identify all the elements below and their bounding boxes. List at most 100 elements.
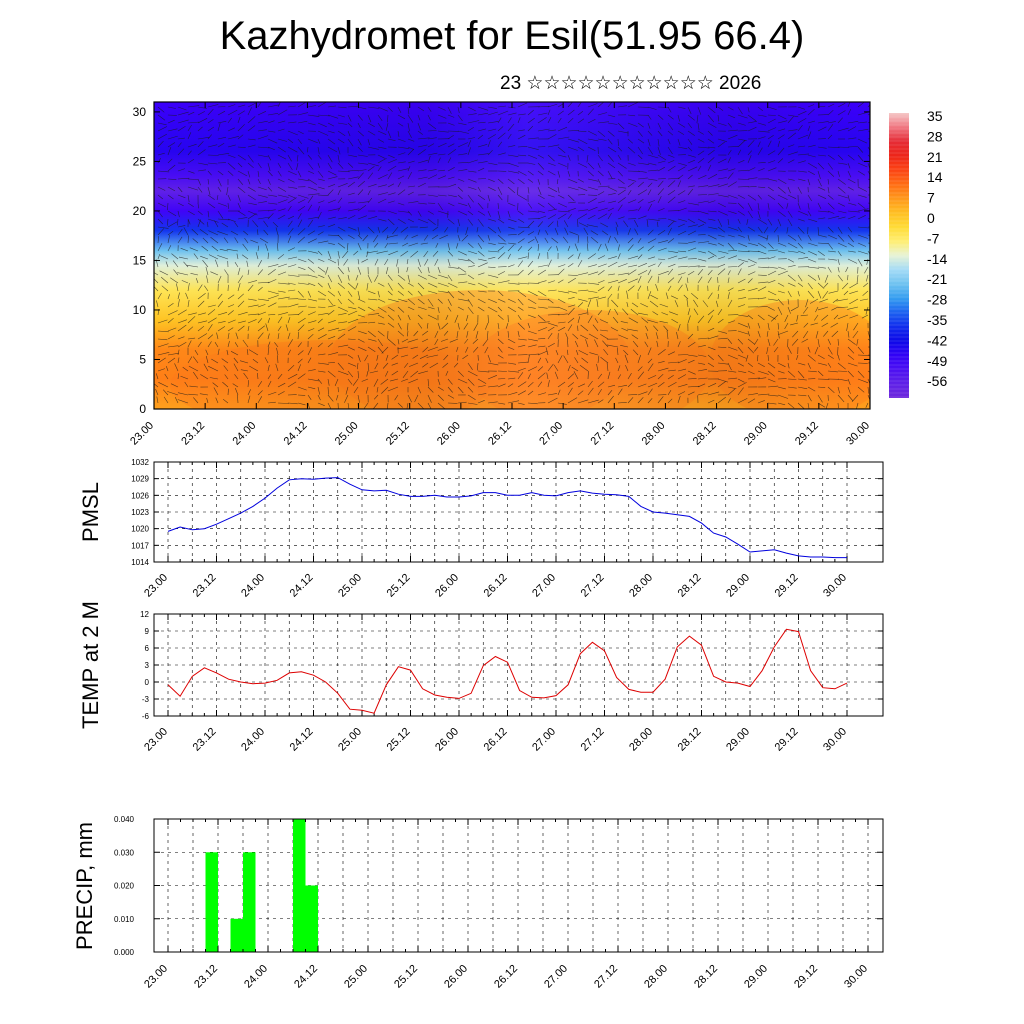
wind-arrow [217, 300, 224, 308]
wind-arrow [327, 320, 336, 324]
wind-arrow [757, 136, 766, 140]
wind-arrow [787, 386, 797, 389]
wind-arrow [367, 290, 376, 295]
wind-arrow [207, 317, 217, 324]
wind-arrow [167, 202, 169, 211]
y-axis-label: TEMP at 2 M [78, 601, 103, 729]
wind-arrow [437, 346, 449, 351]
wind-arrow [707, 277, 712, 284]
x-tick-label: 28.00 [642, 963, 670, 991]
wind-arrow [727, 386, 737, 389]
wind-arrow [637, 170, 647, 173]
wind-arrow [237, 293, 245, 300]
wind-arrow [655, 283, 659, 292]
wind-arrow [307, 369, 316, 372]
wind-arrow [594, 339, 599, 348]
wind-arrow [657, 270, 669, 276]
wind-arrow [867, 178, 870, 181]
wind-arrow [385, 122, 389, 131]
wind-arrow [717, 122, 727, 126]
wind-arrow [172, 260, 179, 268]
wind-arrow [377, 290, 380, 298]
wind-arrow [247, 395, 251, 404]
wind-arrow [467, 250, 478, 255]
wind-arrow [717, 202, 726, 208]
wind-arrow [587, 178, 599, 182]
wind-arrow [807, 242, 818, 247]
wind-arrow [821, 314, 829, 321]
wind-arrow [287, 247, 295, 252]
wind-arrow [767, 106, 777, 110]
wind-arrow [647, 275, 653, 284]
wind-arrow [727, 134, 738, 140]
wind-arrow [647, 203, 653, 212]
wind-arrow [357, 162, 369, 165]
wind-arrow [337, 189, 341, 196]
wind-arrow [497, 402, 506, 405]
wind-arrow [367, 298, 378, 301]
wind-arrow [527, 354, 530, 364]
wind-arrow [597, 263, 607, 268]
wind-arrow [317, 154, 322, 160]
wind-arrow [849, 314, 859, 319]
wind-arrow [437, 322, 441, 330]
wind-arrow [857, 215, 866, 220]
wind-arrow [217, 210, 224, 219]
wind-arrow [578, 350, 589, 356]
wind-arrow [307, 162, 314, 170]
wind-arrow [647, 269, 652, 276]
wind-arrow [807, 104, 815, 108]
wind-arrow [227, 109, 238, 116]
wind-arrow [645, 325, 649, 332]
wind-arrow [235, 332, 239, 340]
wind-arrow [567, 382, 574, 388]
wind-arrow [223, 365, 229, 372]
wind-arrow [447, 298, 452, 306]
wind-arrow [208, 230, 219, 236]
wind-arrow [767, 362, 776, 369]
wind-arrow [275, 363, 279, 372]
wind-arrow [607, 154, 614, 162]
wind-arrow [727, 157, 731, 164]
wind-arrow [567, 290, 578, 294]
wind-arrow [377, 130, 387, 135]
wind-arrow [527, 125, 534, 132]
wind-arrow [627, 373, 632, 380]
wind-arrow [737, 322, 749, 328]
wind-arrow [407, 201, 419, 204]
wind-arrow [187, 202, 194, 207]
wind-arrow [267, 364, 270, 372]
wind-arrow [277, 208, 286, 212]
wind-arrow [402, 370, 409, 378]
wind-arrow [607, 256, 617, 260]
wind-arrow [199, 229, 209, 236]
wind-arrow [287, 162, 293, 171]
wind-arrow [187, 210, 195, 216]
wind-arrow [587, 308, 589, 316]
precip-bar [305, 885, 318, 952]
wind-arrow [197, 126, 203, 132]
wind-arrow [737, 304, 746, 308]
wind-arrow [227, 388, 229, 396]
wind-arrow [667, 146, 673, 155]
wind-arrow [607, 130, 615, 137]
wind-arrow [365, 386, 369, 394]
wind-arrow [427, 306, 435, 310]
wind-arrow [394, 394, 399, 401]
wind-arrow [210, 236, 219, 244]
wind-arrow [527, 314, 536, 318]
wind-arrow [777, 386, 786, 390]
wind-arrow [817, 242, 829, 244]
wind-arrow [240, 369, 249, 372]
wind-arrow [181, 280, 189, 284]
wind-arrow [557, 264, 566, 268]
wind-arrow [397, 182, 401, 188]
wind-arrow [817, 394, 823, 403]
wind-arrow [307, 230, 316, 236]
wind-arrow [347, 346, 355, 351]
wind-arrow [577, 312, 588, 316]
wind-arrow [407, 298, 416, 306]
wind-arrow [407, 130, 412, 138]
x-tick-label: 28.00 [627, 726, 655, 754]
wind-arrow [367, 138, 370, 146]
